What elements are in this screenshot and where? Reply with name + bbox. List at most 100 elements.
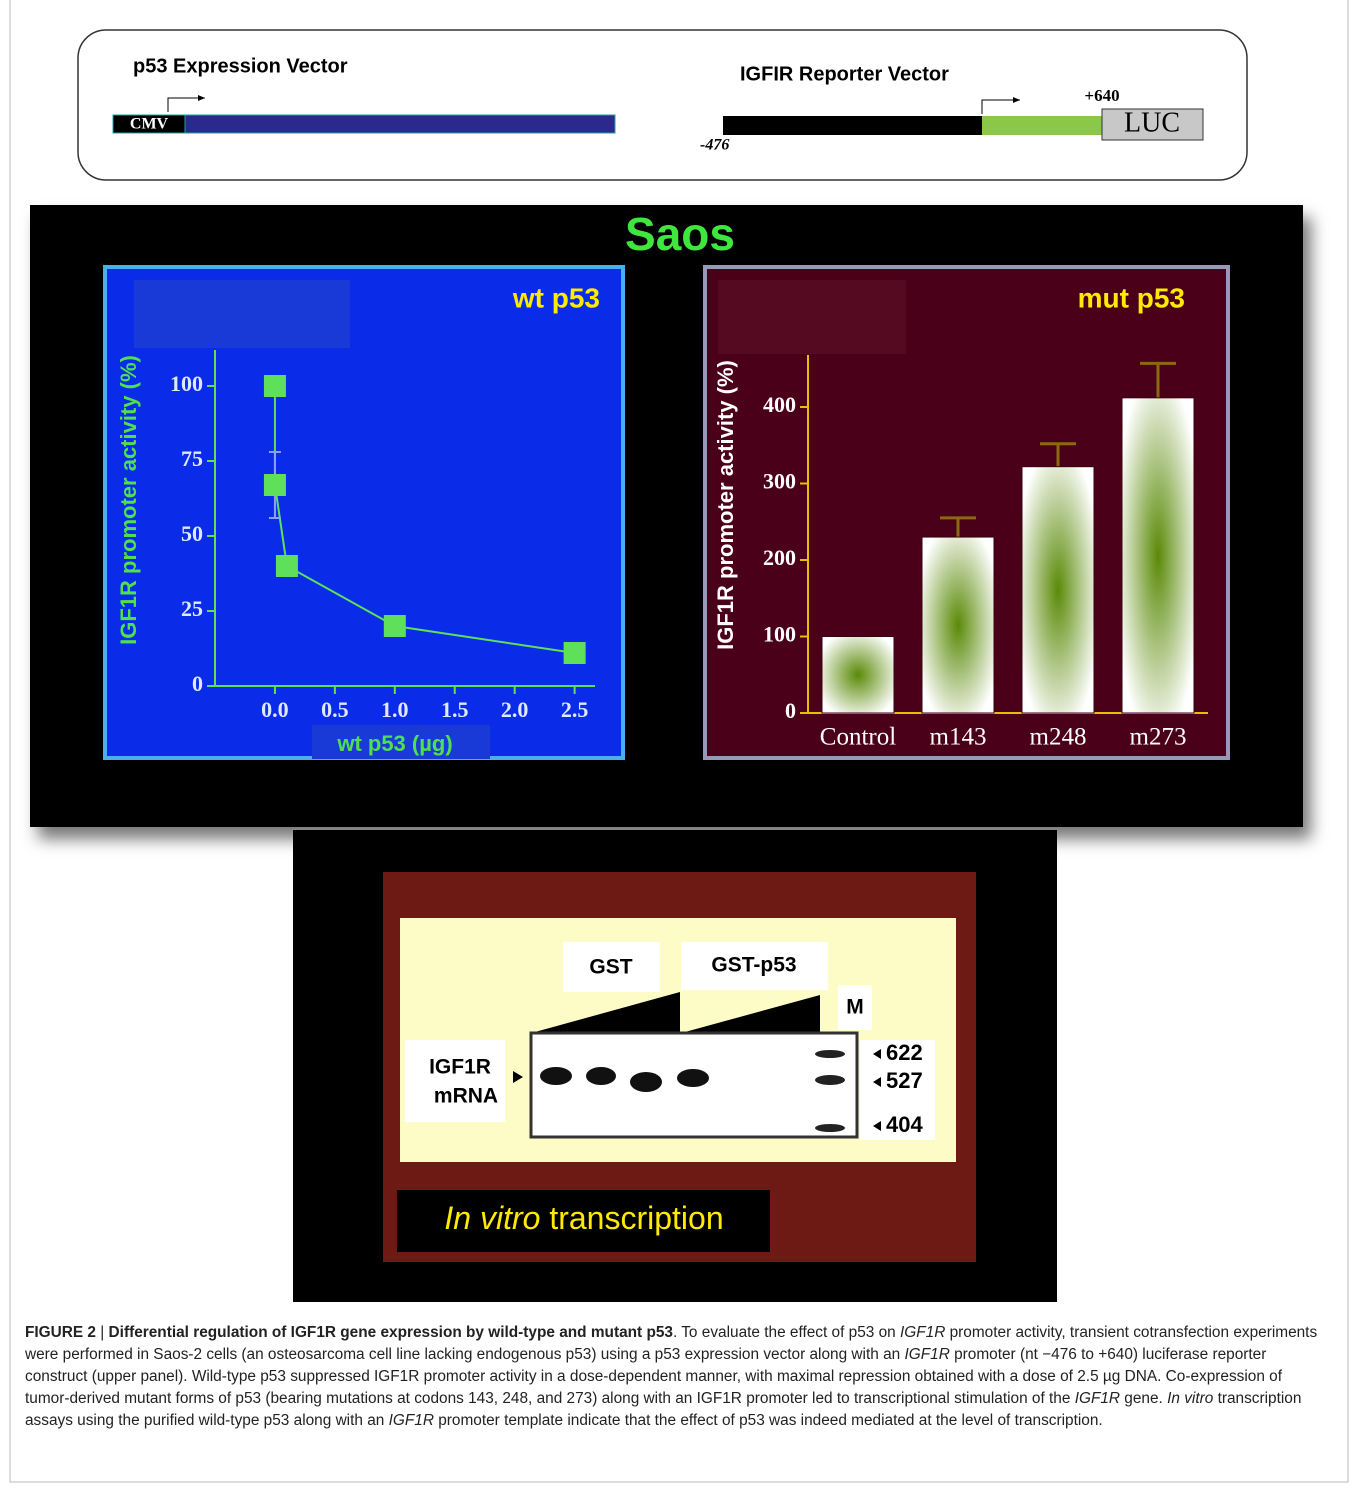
- luc-box: [1101, 108, 1204, 141]
- footer-text: transcription: [549, 1200, 723, 1236]
- y-tick-label: 0: [192, 671, 203, 696]
- marker: [263, 474, 286, 496]
- figure-border: [9, 0, 1349, 1483]
- y-tick-label: 200: [763, 545, 796, 570]
- panel-title: Saos: [625, 208, 735, 260]
- vector-box: [77, 29, 1248, 181]
- caption-run: . To evaluate the effect of p53 on: [672, 1324, 901, 1341]
- caption-separator: |: [100, 1324, 105, 1341]
- x-tick-label: Control: [820, 724, 896, 751]
- y-axis-label: IGF1R promoter activity (%): [116, 355, 141, 645]
- marker-size: 622: [886, 1040, 923, 1065]
- caption-run: promoter activity, transient cotransfect…: [25, 1324, 1318, 1363]
- error-bar: [940, 516, 976, 538]
- y-tick-label: 0: [785, 698, 796, 723]
- marker-arrow: [873, 1049, 881, 1059]
- x-tick-label: m248: [1030, 724, 1087, 751]
- band: [815, 1075, 845, 1085]
- band-label: IGF1R: [429, 1056, 491, 1079]
- promoter-label: CMV: [130, 116, 169, 133]
- x-axis-label: wt p53 (µg): [336, 731, 452, 756]
- caption-body: . To evaluate the effect of p53 on IGF1R…: [25, 1324, 1317, 1429]
- band: [540, 1067, 572, 1085]
- caption-title: Differential regulation of IGF1R gene ex…: [108, 1324, 673, 1341]
- vector-title: p53 Expression Vector: [133, 55, 348, 77]
- y-tick-label: 50: [181, 521, 203, 546]
- band: [815, 1050, 845, 1058]
- vector-bar: [184, 114, 616, 134]
- x-tick-label: m143: [930, 724, 987, 751]
- exon-bar: [982, 116, 1102, 135]
- x-tick-label: 1.0: [381, 697, 409, 722]
- marker-lane: M: [846, 996, 864, 1019]
- caption-run: IGF1R: [388, 1412, 434, 1429]
- tss-arrow: [981, 97, 1020, 114]
- y-tick-label: 400: [763, 392, 796, 417]
- caption-label: FIGURE 2: [25, 1324, 96, 1341]
- wedge: [535, 992, 680, 1032]
- label-box: [838, 985, 872, 1030]
- y-axis-label: IGF1R promoter activity (%): [713, 360, 738, 650]
- footer-box: [397, 1190, 770, 1252]
- chart-title: mut p53: [1078, 282, 1185, 313]
- label-box: [860, 1040, 935, 1140]
- caption-run: gene.: [1120, 1390, 1168, 1407]
- y-tick-label: 75: [181, 446, 203, 471]
- marker-arrow: [873, 1077, 881, 1087]
- error-bar: [1040, 442, 1076, 467]
- arrowhead: [513, 1071, 523, 1083]
- caption-run: IGF1R: [904, 1346, 950, 1363]
- label-box: [405, 1040, 505, 1122]
- band-label: mRNA: [434, 1085, 498, 1108]
- x-tick-label: 1.5: [441, 697, 469, 722]
- caption: FIGURE 2 | Differential regulation of IG…: [25, 1322, 1330, 1432]
- caption-run: promoter (nt −476 to +640) luciferase re…: [25, 1346, 1282, 1407]
- marker: [275, 555, 298, 577]
- marker: [263, 375, 286, 397]
- marker: [563, 642, 586, 664]
- lane-group: GST-p53: [711, 954, 796, 977]
- cmv-box: [112, 114, 186, 134]
- caption-run: In vitro: [1167, 1390, 1214, 1407]
- bar: [1021, 466, 1095, 714]
- band: [630, 1072, 662, 1092]
- band: [677, 1069, 709, 1087]
- marker-size: 527: [886, 1068, 923, 1093]
- tss-arrow: [167, 95, 205, 112]
- marker: [383, 615, 406, 637]
- bar: [921, 536, 995, 714]
- footer-italic: In vitro: [444, 1200, 540, 1236]
- x-tick-label: 0.0: [261, 697, 289, 722]
- x-tick-label: m273: [1130, 724, 1187, 751]
- bar: [821, 636, 895, 714]
- error-bar: [1140, 361, 1176, 398]
- footer-label: In vitro transcription: [444, 1200, 723, 1236]
- marker-arrow: [873, 1121, 881, 1131]
- chart-title: wt p53: [512, 282, 600, 313]
- wedge: [685, 995, 820, 1032]
- lane-group: GST: [589, 956, 632, 979]
- coordinate: +640: [1084, 86, 1119, 105]
- panel-patch: [312, 725, 490, 759]
- label-box: [681, 942, 828, 990]
- y-tick-label: 100: [763, 622, 796, 647]
- y-tick-label: 300: [763, 469, 796, 494]
- vector-title: IGFIR Reporter Vector: [740, 63, 949, 85]
- x-tick-label: 2.5: [561, 697, 589, 722]
- band: [815, 1124, 845, 1132]
- bands: [540, 1050, 845, 1132]
- caption-run: promoter template indicate that the effe…: [433, 1412, 1103, 1429]
- label-box: [563, 942, 660, 992]
- y-tick-label: 25: [181, 596, 203, 621]
- marker-size: 404: [886, 1112, 923, 1137]
- coordinate: -476: [700, 137, 729, 154]
- panel-patch: [134, 280, 350, 348]
- gene-label: LUC: [1124, 107, 1180, 138]
- caption-run: IGF1R: [1074, 1390, 1121, 1407]
- panel-patch: [718, 280, 906, 354]
- x-tick-label: 2.0: [501, 697, 529, 722]
- band: [586, 1067, 616, 1085]
- promoter-bar: [723, 116, 982, 135]
